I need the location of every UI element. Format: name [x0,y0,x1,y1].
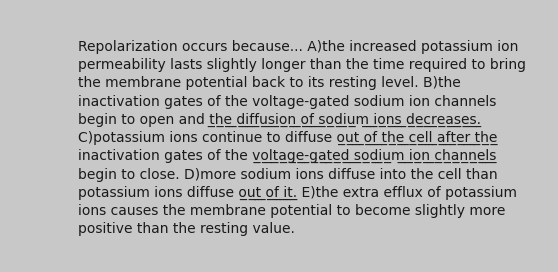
Text: Repolarization occurs because... A)the increased potassium ion: Repolarization occurs because... A)the i… [78,40,518,54]
Text: inactivation gates of the v̲o̲l̲t̲a̲g̲e̲-̲g̲a̲t̲e̲d̲ ̲s̲o̲d̲i̲u̲m̲ ̲i̲o̲n̲ ̲c̲h̲: inactivation gates of the v̲o̲l̲t̲a̲g̲e̲… [78,149,496,163]
Text: potassium ions diffuse o̲u̲t̲ ̲o̲f̲ ̲i̲t̲.̲ E)the extra efflux of potassium: potassium ions diffuse o̲u̲t̲ ̲o̲f̲ ̲i̲t… [78,186,517,200]
Text: ions causes the membrane potential to become slightly more: ions causes the membrane potential to be… [78,204,505,218]
Text: positive than the resting value.: positive than the resting value. [78,222,295,236]
Text: permeability lasts slightly longer than the time required to bring: permeability lasts slightly longer than … [78,58,526,72]
Text: begin to open and t̲h̲e̲ ̲d̲i̲f̲f̲u̲s̲i̲o̲n̲ ̲o̲f̲ ̲s̲o̲d̲i̲u̲m̲ ̲i̲o̲n̲s̲ ̲d̲e̲: begin to open and t̲h̲e̲ ̲d̲i̲f̲f̲u̲s̲i̲… [78,113,480,127]
Text: the membrane potential back to its resting level. B)the: the membrane potential back to its resti… [78,76,460,90]
Text: inactivation gates of the voltage-gated sodium ion channels: inactivation gates of the voltage-gated … [78,95,496,109]
Text: begin to close. D)more sodium ions diffuse into the cell than: begin to close. D)more sodium ions diffu… [78,168,497,181]
Text: C)potassium ions continue to diffuse o̲u̲t̲ ̲o̲f̲ ̲t̲h̲e̲ ̲c̲e̲l̲l̲ ̲a̲f̲t̲e̲r̲ : C)potassium ions continue to diffuse o̲u… [78,131,497,145]
